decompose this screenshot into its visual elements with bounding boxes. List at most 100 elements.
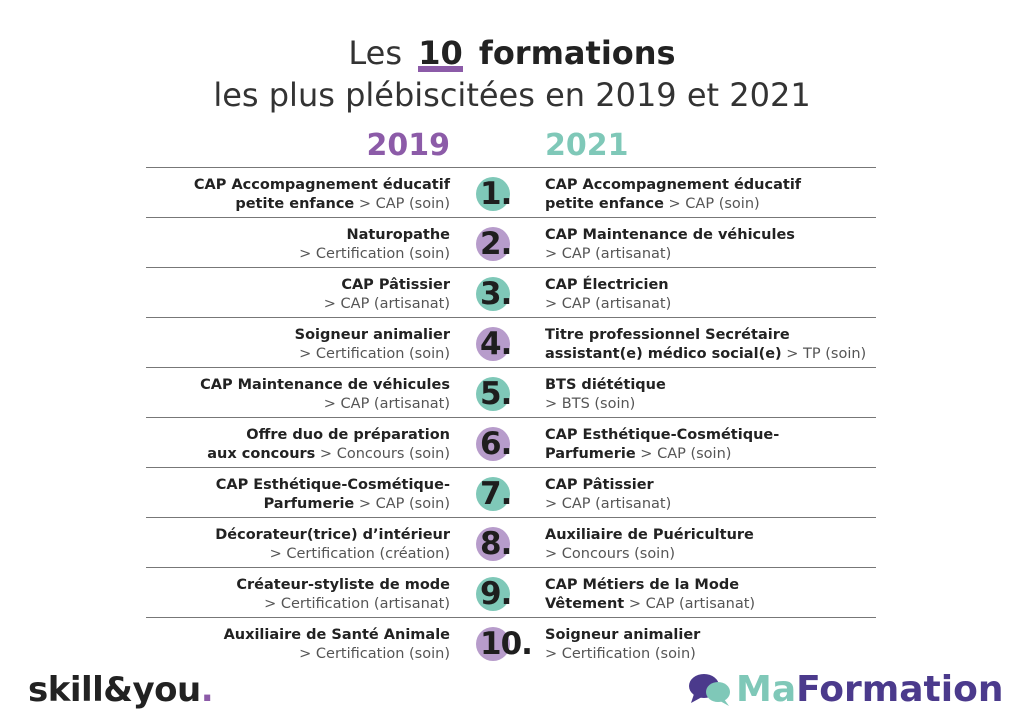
rank-badge: 1. <box>476 175 536 213</box>
formation-name: BTS diététique <box>545 377 666 393</box>
table-row: Décorateur(trice) d’intérieur > Certifica… <box>146 517 876 567</box>
formation-category: > CAP (artisanat) <box>545 296 672 312</box>
formation-category: > Certification (soin) <box>299 646 450 662</box>
rank-circle-icon <box>476 177 510 211</box>
rank-badge: 5. <box>476 375 536 413</box>
rank-badge: 2. <box>476 225 536 263</box>
formation-category: > Certification (soin) <box>299 346 450 362</box>
table-row: CAP Maintenance de véhicules > CAP (artis… <box>146 367 876 417</box>
formation-name-cont: Parfumerie <box>263 496 355 512</box>
formation-2021: Soigneur animalier > Certification (soin) <box>545 626 885 664</box>
rank-number: 2. <box>480 226 512 262</box>
rank-badge: 7. <box>476 475 536 513</box>
table-row: Offre duo de préparation aux concours > C… <box>146 417 876 467</box>
formation-category: > TP (soin) <box>781 346 867 362</box>
formation-category: > CAP (soin) <box>354 196 450 212</box>
table-row: Naturopathe > Certification (soin) 2. CAP M… <box>146 217 876 267</box>
formation-category: > Certification (création) <box>269 546 450 562</box>
rank-badge: 4. <box>476 325 536 363</box>
formation-name: Soigneur animalier <box>294 327 450 343</box>
formation-2021: Auxiliaire de Puériculture > Concours (so… <box>545 526 885 564</box>
rank-circle-icon <box>476 227 510 261</box>
formation-name: Auxiliaire de Santé Animale <box>223 627 450 643</box>
formation-name: CAP Pâtissier <box>545 477 654 493</box>
rank-circle-icon <box>476 327 510 361</box>
formation-category: > Certification (soin) <box>545 646 696 662</box>
formation-name: CAP Électricien <box>545 277 669 293</box>
skillandyou-logo-dot: . <box>200 670 214 710</box>
formation-2019: Auxiliaire de Santé Animale > Certificati… <box>130 626 450 664</box>
table-row: CAP Esthétique-Cosmétique- Parfumerie > C… <box>146 467 876 517</box>
table-row: Auxiliaire de Santé Animale > Certificati… <box>146 617 876 667</box>
formation-category: > Concours (soin) <box>315 446 450 462</box>
rank-badge: 10. <box>476 625 536 663</box>
table-row: Soigneur animalier > Certification (soin)… <box>146 317 876 367</box>
formation-2021: CAP Électricien > CAP (artisanat) <box>545 276 885 314</box>
rank-number: 8. <box>480 526 512 562</box>
formation-category: > BTS (soin) <box>545 396 636 412</box>
formation-name: Soigneur animalier <box>545 627 701 643</box>
formation-name: CAP Pâtissier <box>341 277 450 293</box>
rank-number: 5. <box>480 376 512 412</box>
formation-category: > CAP (artisanat) <box>624 596 756 612</box>
formation-name: Titre professionnel Secrétaire <box>545 327 790 343</box>
rank-circle-icon <box>476 277 510 311</box>
formation-category: > Certification (artisanat) <box>264 596 450 612</box>
formation-category: > CAP (artisanat) <box>323 296 450 312</box>
formation-2021: CAP Métiers de la Mode Vêtement > CAP (ar… <box>545 576 885 614</box>
formation-category: > Concours (soin) <box>545 546 676 562</box>
formation-category: > CAP (soin) <box>354 496 450 512</box>
formation-category: > CAP (soin) <box>635 446 732 462</box>
formation-name-cont: Parfumerie <box>545 446 636 462</box>
formation-2021: CAP Maintenance de véhicules > CAP (artis… <box>545 226 885 264</box>
formation-category: > CAP (artisanat) <box>545 496 672 512</box>
page-subtitle: les plus plébiscitées en 2019 et 2021 <box>213 76 811 114</box>
formation-2021: Titre professionnel Secrétaire assistant(… <box>545 326 885 364</box>
formation-2019: CAP Maintenance de véhicules > CAP (artis… <box>130 376 450 414</box>
formation-category: > Certification (soin) <box>299 246 450 262</box>
formation-name: Naturopathe <box>346 227 450 243</box>
maformation-logo-text: MaFormation <box>736 668 1003 712</box>
rank-badge: 9. <box>476 575 536 613</box>
rank-badge: 3. <box>476 275 536 313</box>
rank-badge: 6. <box>476 425 536 463</box>
formation-category: > CAP (artisanat) <box>545 246 672 262</box>
formation-2021: CAP Accompagnement éducatif petite enfanc… <box>545 176 885 214</box>
table-row: CAP Accompagnement éducatif petite enfanc… <box>146 167 876 217</box>
formation-2019: Naturopathe > Certification (soin) <box>130 226 450 264</box>
formation-name-cont: assistant(e) médico social(e) <box>545 346 782 362</box>
formation-category: > CAP (soin) <box>663 196 760 212</box>
table-row: Créateur-styliste de mode > Certification… <box>146 567 876 617</box>
formation-2019: CAP Accompagnement éducatif petite enfanc… <box>130 176 450 214</box>
maformation-logo-formation: Formation <box>796 669 1004 710</box>
formation-name: CAP Accompagnement éducatif <box>545 177 802 193</box>
formation-name: CAP Esthétique-Cosmétique- <box>545 427 780 443</box>
rank-badge: 8. <box>476 525 536 563</box>
ranking-table: CAP Accompagnement éducatif petite enfanc… <box>146 167 876 667</box>
formation-name: CAP Métiers de la Mode <box>545 577 740 593</box>
rank-number: 9. <box>480 576 512 612</box>
formation-name: Créateur-styliste de mode <box>236 577 450 593</box>
title-prefix: Les <box>348 34 403 72</box>
formation-2019: Offre duo de préparation aux concours > C… <box>130 426 450 464</box>
formation-name: CAP Esthétique-Cosmétique- <box>215 477 450 493</box>
formation-name: Offre duo de préparation <box>246 427 450 443</box>
rank-circle-icon <box>476 577 510 611</box>
formation-name-cont: petite enfance <box>545 196 664 212</box>
formation-2021: CAP Pâtissier > CAP (artisanat) <box>545 476 885 514</box>
formation-name-cont: Vêtement <box>545 596 625 612</box>
column-header-2019: 2019 <box>366 128 451 163</box>
rank-circle-icon <box>476 377 510 411</box>
title-suffix: formations <box>478 34 676 72</box>
rank-number: 10. <box>480 626 533 662</box>
formation-name: Décorateur(trice) d’intérieur <box>215 527 450 543</box>
rank-circle-icon <box>476 477 510 511</box>
title-line-1: Les 10 formations <box>0 32 1024 74</box>
rank-number: 4. <box>480 326 512 362</box>
formation-2019: CAP Esthétique-Cosmétique- Parfumerie > C… <box>130 476 450 514</box>
formation-name: Auxiliaire de Puériculture <box>545 527 754 543</box>
formation-2021: CAP Esthétique-Cosmétique- Parfumerie > C… <box>545 426 885 464</box>
formation-2019: CAP Pâtissier > CAP (artisanat) <box>130 276 450 314</box>
formation-name-cont: petite enfance <box>235 196 355 212</box>
formation-2019: Créateur-styliste de mode > Certification… <box>130 576 450 614</box>
